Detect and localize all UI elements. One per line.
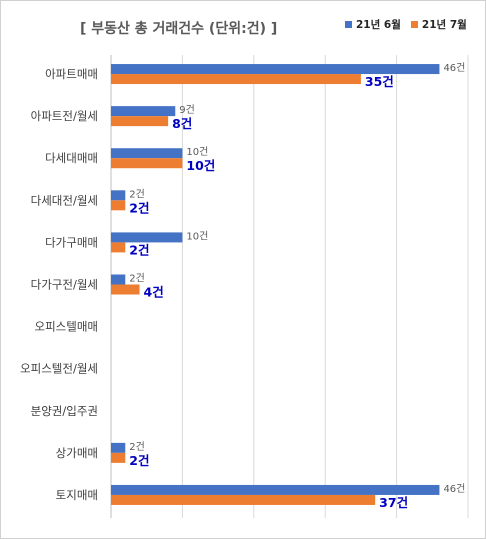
data-label-s1-0: 46건 bbox=[443, 62, 465, 74]
data-label-s2-9: 2건 bbox=[129, 453, 149, 468]
category-label-4: 다가구매매 bbox=[45, 235, 98, 249]
chart-title: [ 부동산 총 거래건수 (단위:건) ] bbox=[80, 21, 278, 37]
data-label-s2-5: 4건 bbox=[144, 285, 164, 300]
bar-s2-2 bbox=[111, 158, 183, 169]
bar-s1-0 bbox=[111, 64, 440, 75]
legend-label-s1: 21년 6월 bbox=[356, 19, 401, 31]
category-label-3: 다세대전/월세 bbox=[31, 193, 98, 207]
category-label-2: 다세대매매 bbox=[45, 151, 98, 165]
bar-s2-0 bbox=[111, 74, 361, 85]
bar-s2-4 bbox=[111, 242, 126, 253]
legend-swatch-s2 bbox=[410, 21, 418, 28]
legend-swatch-s1 bbox=[345, 21, 352, 28]
bar-s1-4 bbox=[111, 232, 183, 243]
bar-s1-10 bbox=[111, 484, 440, 495]
bar-s1-3 bbox=[111, 190, 126, 201]
data-label-s2-4: 2건 bbox=[129, 242, 149, 257]
bar-s1-9 bbox=[111, 442, 126, 453]
data-label-s2-10: 37건 bbox=[379, 495, 408, 510]
category-label-0: 아파트매매 bbox=[45, 67, 98, 81]
data-label-s2-3: 2건 bbox=[129, 200, 149, 215]
category-label-7: 오피스텔전/월세 bbox=[20, 362, 98, 376]
data-label-s1-2: 10건 bbox=[186, 146, 208, 158]
bar-s2-10 bbox=[111, 494, 376, 505]
category-label-6: 오피스텔매매 bbox=[35, 320, 98, 334]
bar-s1-2 bbox=[111, 148, 183, 159]
data-label-s2-2: 10건 bbox=[186, 158, 215, 173]
category-label-1: 아파트전/월세 bbox=[31, 109, 98, 123]
category-label-10: 토지매매 bbox=[56, 488, 98, 502]
chart-legend: 21년 6월 21년 7월 bbox=[345, 17, 477, 32]
bar-s2-9 bbox=[111, 452, 126, 463]
legend-label-s2: 21년 7월 bbox=[421, 19, 467, 31]
data-label-s1-3: 2건 bbox=[129, 188, 145, 200]
data-label-s1-9: 2건 bbox=[129, 441, 145, 453]
data-label-s1-1: 9건 bbox=[179, 104, 195, 116]
bar-s2-1 bbox=[111, 116, 169, 127]
bar-s2-3 bbox=[111, 200, 126, 211]
legend-item-s2: 21년 7월 bbox=[410, 17, 467, 32]
category-label-5: 다가구전/월세 bbox=[31, 278, 98, 292]
data-label-s1-5: 2건 bbox=[129, 273, 145, 285]
bar-s1-5 bbox=[111, 274, 126, 285]
data-label-s2-1: 8건 bbox=[172, 116, 192, 131]
data-label-s2-0: 35건 bbox=[365, 74, 394, 89]
category-label-8: 분양권/입주권 bbox=[31, 404, 98, 418]
data-label-s1-4: 10건 bbox=[186, 230, 208, 242]
data-label-s1-10: 46건 bbox=[443, 483, 465, 495]
legend-item-s1: 21년 6월 bbox=[345, 17, 401, 32]
bar-s2-5 bbox=[111, 284, 140, 295]
category-label-9: 상가매매 bbox=[56, 446, 98, 460]
bar-s1-1 bbox=[111, 106, 176, 117]
